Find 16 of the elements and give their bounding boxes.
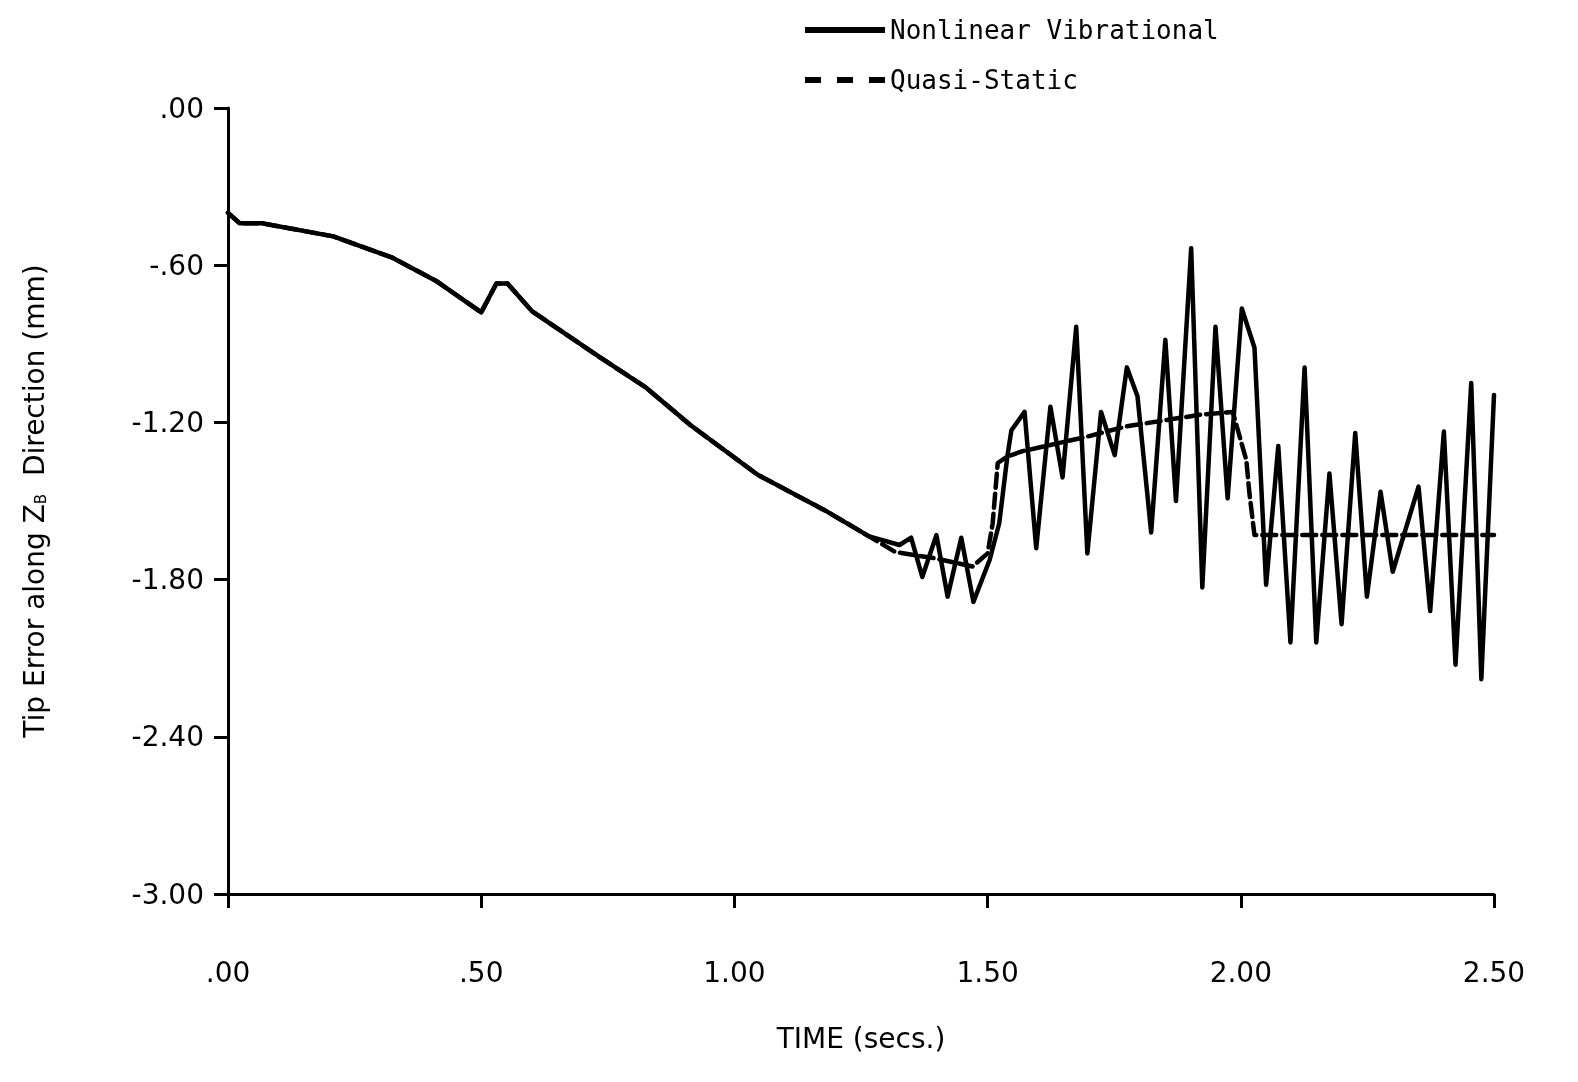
x-tick-label: 1.00	[703, 955, 766, 989]
y-tick-label: -1.20	[131, 405, 204, 439]
y-tick-label: -2.40	[131, 720, 204, 754]
y-tick-label: -.60	[149, 248, 204, 282]
y-tick-label: .00	[159, 91, 204, 125]
x-tick-label: 2.00	[1209, 955, 1272, 989]
x-tick-label: .00	[205, 955, 251, 989]
x-tick-label: 1.50	[956, 955, 1019, 989]
y-tick-label: -3.00	[131, 877, 204, 911]
legend-label: Nonlinear Vibrational	[890, 15, 1219, 45]
x-tick-label: 2.50	[1462, 955, 1526, 989]
x-tick-label: .50	[458, 955, 504, 989]
y-tick-label: -1.80	[131, 563, 204, 597]
x-axis-title: TIME (secs.)	[775, 1021, 946, 1055]
legend-label: Quasi-Static	[890, 65, 1078, 95]
y-axis-title: Tip Error along ZB Direction (mm)	[17, 264, 51, 739]
